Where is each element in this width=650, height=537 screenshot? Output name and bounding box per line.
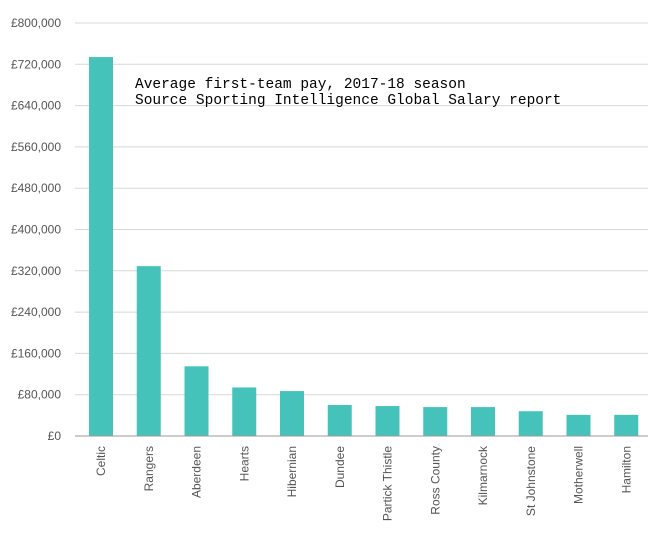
annotation-line-1: Average first-team pay, 2017-18 season: [135, 77, 466, 93]
y-tick-label: £800,000: [11, 16, 61, 30]
bar: [518, 411, 543, 436]
y-tick-label: £160,000: [11, 346, 61, 360]
y-tick-label: £400,000: [11, 223, 61, 237]
y-axis-ticks: £0 £80,000 £160,000 £240,000 £320,000 £400,00…: [11, 16, 61, 443]
bar: [423, 407, 448, 436]
bar: [327, 405, 352, 436]
chart-annotation: Average first-team pay, 2017-18 season S…: [135, 77, 561, 109]
bar: [614, 414, 639, 436]
bar: [184, 366, 209, 436]
x-tick-label: Dundee: [333, 446, 347, 488]
y-tick-label: £240,000: [11, 305, 61, 319]
x-tick-label: Partick Thistle: [381, 446, 395, 521]
x-tick-label: Hamilton: [619, 446, 633, 493]
bar: [280, 391, 304, 436]
x-tick-label: St Johnstone: [524, 446, 538, 516]
y-tick-label: £640,000: [11, 99, 61, 113]
x-tick-label: Rangers: [142, 446, 156, 491]
y-tick-label: £480,000: [11, 181, 61, 195]
bar: [232, 387, 257, 436]
gridlines: [75, 22, 648, 396]
x-tick-label: Kilmarnock: [476, 445, 490, 505]
x-tick-label: Hibernian: [285, 446, 299, 497]
y-tick-label: £80,000: [18, 388, 62, 402]
y-tick-label: £320,000: [11, 264, 61, 278]
bar: [89, 57, 113, 436]
annotation-line-2: Source Sporting Intelligence Global Sala…: [135, 93, 561, 109]
x-tick-label: Hearts: [237, 446, 251, 481]
x-tick-label: Aberdeen: [190, 446, 204, 498]
bar: [136, 266, 161, 436]
y-tick-label: £560,000: [11, 140, 61, 154]
bar: [375, 406, 400, 436]
x-axis-ticks: Celtic Rangers Aberdeen Hearts Hibernian Dund…: [94, 445, 633, 521]
x-tick-label: Celtic: [94, 446, 108, 476]
bar: [471, 407, 495, 436]
y-tick-label: £720,000: [11, 57, 61, 71]
y-tick-label: £0: [48, 429, 62, 443]
bars: [89, 57, 639, 436]
bar: [566, 414, 591, 436]
x-tick-label: Ross County: [428, 446, 442, 515]
x-tick-label: Motherwell: [572, 446, 586, 504]
